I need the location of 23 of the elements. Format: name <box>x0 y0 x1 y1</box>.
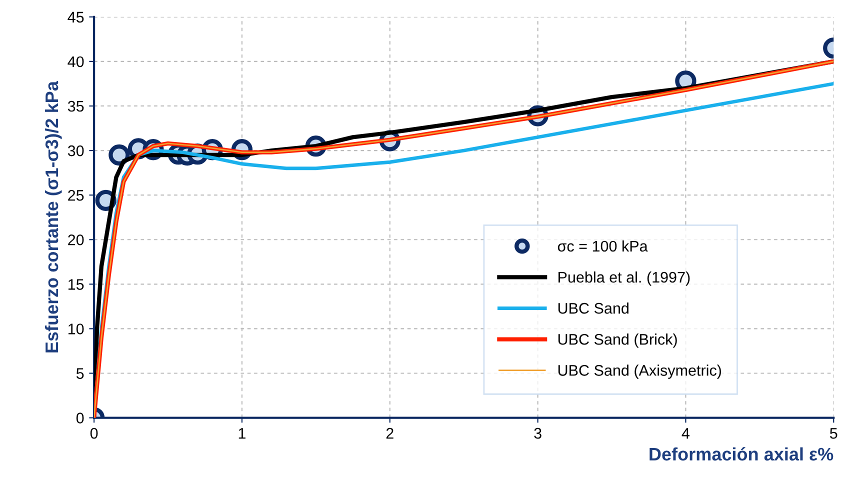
x-tick-label: 5 <box>830 428 838 439</box>
y-tick-label: 10 <box>68 324 84 334</box>
y-tick-label: 40 <box>68 56 84 68</box>
legend-label: UBC Sand (Axisymetric) <box>558 364 722 379</box>
legend-label: σc = 100 kPa <box>558 240 648 252</box>
y-axis-title: Esfuerzo cortante (σ1-σ3)/2 kPa <box>44 80 62 352</box>
legend-label: UBC Sand <box>558 302 628 314</box>
y-tick-label: 20 <box>68 234 84 246</box>
x-tick-label: 4 <box>682 428 690 439</box>
x-tick-label: 0 <box>90 428 98 439</box>
y-tick-label: 30 <box>68 145 84 156</box>
legend-label: Puebla et al. (1997) <box>558 271 690 286</box>
y-tick-label: 5 <box>76 368 84 379</box>
y-tick-label: 45 <box>68 12 84 23</box>
y-tick-label: 0 <box>76 412 84 424</box>
y-tick-label: 25 <box>68 190 84 201</box>
legend-label: UBC Sand (Brick) <box>558 334 677 348</box>
y-tick-label: 15 <box>68 279 84 290</box>
x-tick-label: 2 <box>386 428 394 439</box>
x-axis-title: Deformación axial ε% <box>650 447 834 461</box>
x-tick-label: 1 <box>238 428 246 439</box>
y-tick-label: 35 <box>68 100 84 112</box>
x-tick-label: 3 <box>534 428 542 439</box>
